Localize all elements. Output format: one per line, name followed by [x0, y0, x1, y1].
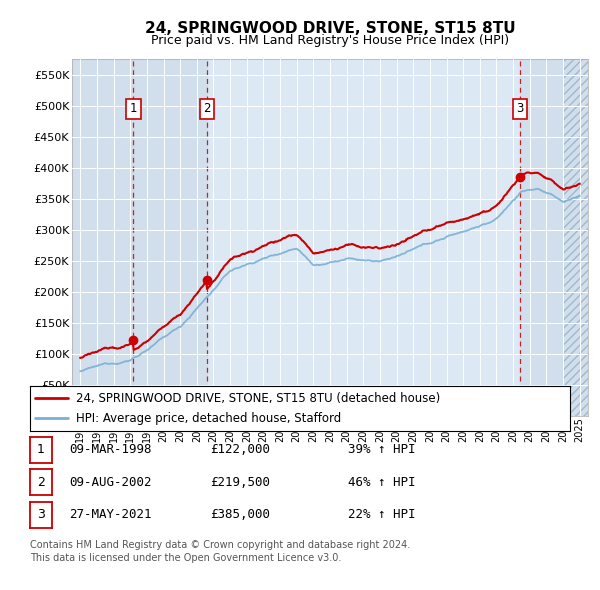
Text: 09-AUG-2002: 09-AUG-2002	[69, 476, 151, 489]
Text: 3: 3	[37, 508, 45, 521]
Text: £122,000: £122,000	[210, 443, 270, 456]
Bar	[563, 59, 588, 416]
Text: 24, SPRINGWOOD DRIVE, STONE, ST15 8TU (detached house): 24, SPRINGWOOD DRIVE, STONE, ST15 8TU (d…	[76, 392, 440, 405]
Text: 1: 1	[37, 443, 45, 456]
Text: 2: 2	[37, 476, 45, 489]
Bar	[133, 59, 207, 416]
Text: 2: 2	[203, 103, 211, 116]
Text: Contains HM Land Registry data © Crown copyright and database right 2024.: Contains HM Land Registry data © Crown c…	[30, 540, 410, 550]
Text: 39% ↑ HPI: 39% ↑ HPI	[348, 443, 415, 456]
Text: Price paid vs. HM Land Registry's House Price Index (HPI): Price paid vs. HM Land Registry's House …	[151, 34, 509, 47]
Text: 22% ↑ HPI: 22% ↑ HPI	[348, 508, 415, 521]
Bar	[520, 59, 588, 416]
Text: 27-MAY-2021: 27-MAY-2021	[69, 508, 151, 521]
Text: 09-MAR-1998: 09-MAR-1998	[69, 443, 151, 456]
Text: HPI: Average price, detached house, Stafford: HPI: Average price, detached house, Staf…	[76, 412, 341, 425]
Bar	[72, 59, 133, 416]
Text: £385,000: £385,000	[210, 508, 270, 521]
Text: £219,500: £219,500	[210, 476, 270, 489]
Text: 46% ↑ HPI: 46% ↑ HPI	[348, 476, 415, 489]
Text: 24, SPRINGWOOD DRIVE, STONE, ST15 8TU: 24, SPRINGWOOD DRIVE, STONE, ST15 8TU	[145, 21, 515, 35]
Text: 1: 1	[130, 103, 137, 116]
Text: 3: 3	[516, 103, 524, 116]
Text: This data is licensed under the Open Government Licence v3.0.: This data is licensed under the Open Gov…	[30, 553, 341, 563]
